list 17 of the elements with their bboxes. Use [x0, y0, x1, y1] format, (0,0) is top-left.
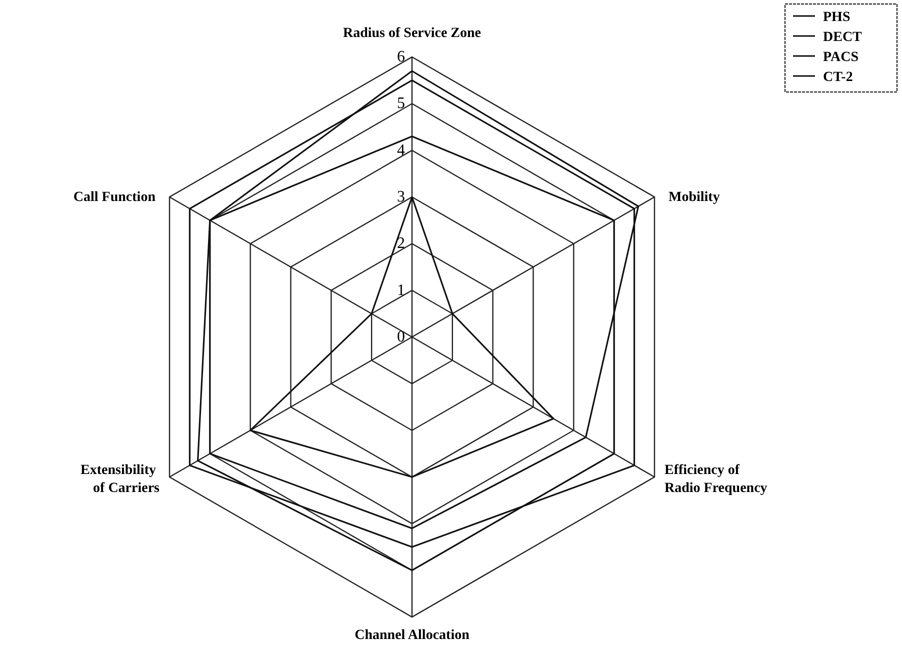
y-tick-label: 6 — [397, 48, 405, 66]
legend-label: CT-2 — [823, 70, 853, 85]
legend-label: DECT — [823, 30, 863, 45]
y-tick-label: 1 — [397, 282, 405, 299]
y-tick-label: 0 — [397, 328, 405, 346]
y-tick-label: 3 — [397, 188, 405, 206]
spoke-label: Efficiency of Radio Frequency — [664, 463, 768, 496]
spoke-label: Extensibility of Carriers — [80, 463, 160, 496]
spoke-label: Mobility — [668, 190, 720, 205]
spoke-label: Channel Allocation — [354, 628, 470, 643]
legend-label: PHS — [823, 10, 850, 25]
y-tick-label: 4 — [397, 142, 405, 159]
y-tick-label: 2 — [397, 235, 405, 252]
legend-label: PACS — [823, 50, 859, 65]
spoke-label: Call Function — [73, 190, 156, 205]
y-tick-label: 5 — [397, 95, 405, 112]
spoke-label: Radius of Service Zone — [342, 26, 482, 41]
